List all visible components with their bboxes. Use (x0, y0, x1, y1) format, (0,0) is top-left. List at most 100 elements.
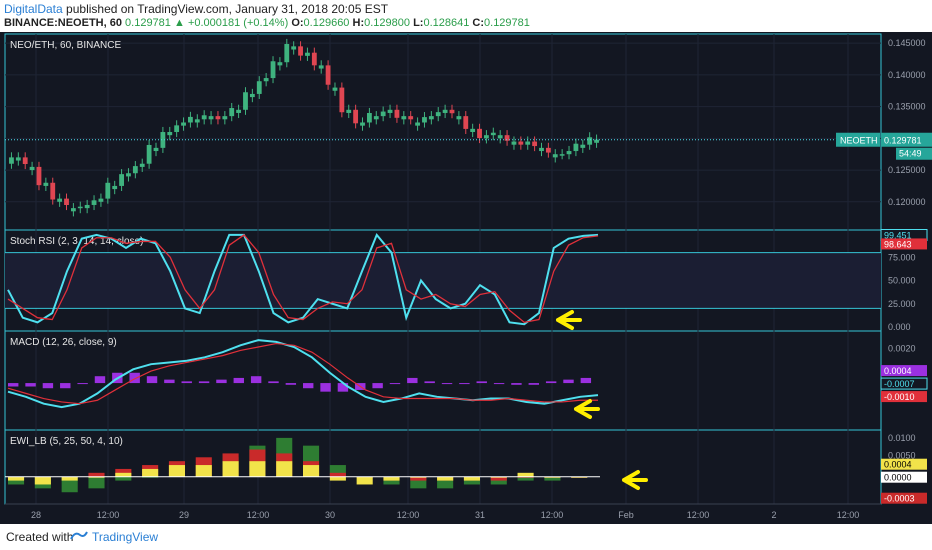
candle-body (98, 198, 104, 202)
value-badge (880, 377, 928, 390)
macd-histogram-bar (528, 383, 539, 385)
ewi-green-bar (115, 476, 132, 481)
ewi-yellow-bar (8, 476, 25, 481)
candle-body (594, 139, 599, 143)
candle-body (325, 65, 331, 85)
ewi-value: 0.0000 (884, 473, 912, 483)
macd-histogram-bar (25, 383, 36, 387)
open-value: 0.129660 (303, 17, 350, 29)
macd-histogram-bar (285, 383, 297, 385)
ewi-yellow-bar (168, 465, 185, 477)
candle-body (573, 143, 579, 152)
candle-body (201, 115, 207, 120)
x-tick-label: 12:00 (541, 510, 564, 520)
candle-body (463, 116, 469, 129)
macd-histogram-bar (146, 376, 158, 384)
y-tick-label: 0.0020 (888, 344, 916, 354)
candle-body (380, 111, 386, 117)
ewi-yellow-bar (61, 476, 78, 481)
candle-body (215, 116, 221, 120)
close-label: C: (472, 17, 485, 29)
ewi-yellow-bar (142, 468, 159, 477)
candle-body (160, 132, 166, 148)
candle-body (70, 208, 76, 212)
ewi-yellow-bar (463, 476, 480, 481)
macd-histogram-bar (233, 377, 244, 384)
candle-body (435, 112, 441, 117)
candle-body (401, 116, 407, 120)
macd-histogram-bar (545, 381, 557, 384)
candle-body (15, 157, 21, 161)
macd-histogram-bar (441, 383, 453, 385)
macd-histogram-bar (320, 383, 331, 392)
y-tick-label: 0.120000 (888, 197, 926, 207)
ewi-red-bar (410, 476, 427, 481)
candle-body (291, 46, 297, 50)
candle-body (587, 137, 593, 145)
arrow-icon (556, 310, 582, 330)
y-tick-label: 75.000 (888, 252, 916, 262)
candle-body (490, 132, 496, 136)
candle-body (346, 109, 352, 113)
published-text: published on TradingView.com, January 31… (66, 2, 389, 16)
macd-value: -0.0010 (884, 392, 915, 402)
candle-body (91, 200, 97, 205)
pane-title: MACD (12, 26, close, 9) (10, 337, 117, 348)
chart-area[interactable]: 0.1450000.1400000.1350000.1300000.125000… (0, 32, 932, 524)
macd-histogram-bar (77, 383, 88, 385)
pane-title: Stoch RSI (2, 3, 14, 14, close) (10, 236, 143, 247)
price-change: +0.000181 (+0.14%) (187, 17, 289, 29)
ewi-red-bar (329, 472, 346, 477)
candle-body (229, 108, 235, 117)
candle-body (50, 182, 56, 200)
x-tick-label: 12:00 (97, 510, 120, 520)
tradingview-brand[interactable]: TradingView (92, 530, 159, 544)
symbol-label: BINANCE:NEOETH, 60 (4, 17, 122, 29)
candle-body (263, 78, 269, 82)
candle-body (236, 109, 242, 113)
value-badge (881, 471, 927, 483)
macd-histogram-bar (250, 376, 262, 384)
pane-title: EWI_LB (5, 25, 50, 4, 10) (10, 436, 123, 447)
pane-border (4, 33, 882, 231)
candle-body (408, 116, 414, 120)
candle-body (9, 157, 14, 164)
macd-histogram-bar (389, 383, 401, 385)
ewi-yellow-bar (383, 476, 400, 481)
candle-body (36, 166, 42, 186)
ewi-yellow-bar (115, 472, 132, 477)
value-badge (881, 238, 927, 250)
candle-body (77, 206, 83, 209)
candle-body (477, 128, 482, 139)
open-label: O: (291, 17, 304, 29)
ewi-yellow-bar (437, 476, 454, 481)
symbol-header: BINANCE:NEOETH, 60 0.129781 ▲ +0.000181 … (4, 17, 530, 33)
candle-body (566, 151, 572, 155)
y-tick-label: 50.000 (888, 276, 916, 286)
candle-body (22, 157, 28, 165)
macd-histogram-bar (268, 381, 279, 384)
ewi-yellow-bar (356, 476, 373, 485)
candle-body (188, 116, 193, 123)
candle-body (580, 144, 586, 148)
value-badge (881, 458, 927, 470)
candle-body (318, 65, 324, 69)
x-tick-label: 31 (475, 510, 485, 520)
candle-body (29, 166, 35, 171)
macd-histogram-bar (303, 383, 314, 389)
candle-body (105, 182, 111, 199)
macd-histogram-bar (407, 377, 418, 384)
candle-body (360, 122, 365, 126)
candle-body (539, 147, 544, 152)
ewi-green-bar (544, 476, 561, 481)
macd-histogram-bar (198, 381, 210, 384)
arrow-icon (622, 470, 648, 490)
value-badge (881, 492, 927, 504)
macd-histogram-bar (580, 377, 592, 384)
last-price: 0.129781 (125, 17, 171, 29)
candle-body (311, 52, 317, 66)
publisher-link[interactable]: DigitalData (4, 2, 63, 16)
ewi-red-bar (88, 472, 105, 477)
chart-svg: 0.1450000.1400000.1350000.1300000.125000… (4, 33, 932, 520)
candle-body (64, 198, 69, 205)
